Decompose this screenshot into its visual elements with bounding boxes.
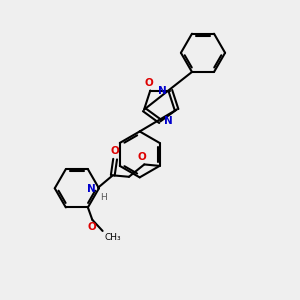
Text: H: H — [100, 193, 107, 202]
Text: CH₃: CH₃ — [104, 233, 121, 242]
Text: O: O — [138, 152, 147, 162]
Text: N: N — [158, 85, 167, 95]
Text: O: O — [88, 222, 97, 232]
Text: O: O — [144, 79, 153, 88]
Text: N: N — [87, 184, 96, 194]
Text: O: O — [111, 146, 119, 156]
Text: N: N — [164, 116, 172, 126]
